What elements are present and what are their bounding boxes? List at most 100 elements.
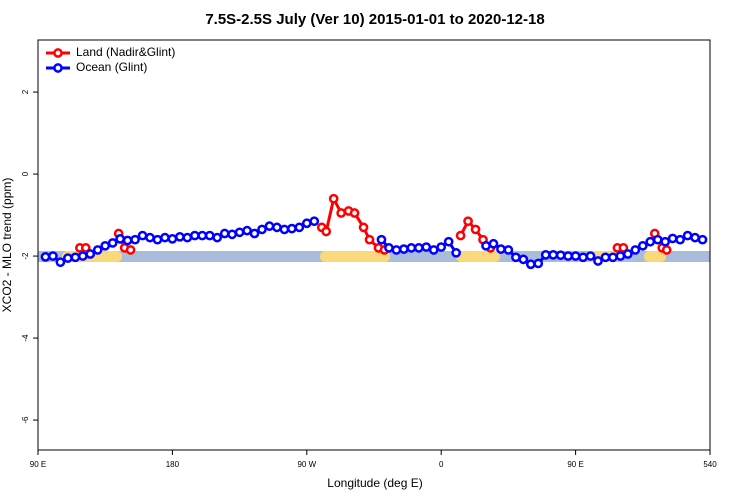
point bbox=[455, 230, 466, 241]
point bbox=[77, 251, 88, 261]
point bbox=[160, 232, 170, 243]
point bbox=[364, 234, 375, 245]
point bbox=[152, 234, 163, 245]
x-axis-label: Longitude (deg E) bbox=[327, 476, 422, 490]
y-tick-label: 2 bbox=[21, 89, 30, 94]
point bbox=[122, 235, 133, 246]
point bbox=[503, 245, 514, 255]
chart-title: 7.5S-2.5S July (Ver 10) 2015-01-01 to 20… bbox=[205, 11, 544, 28]
point bbox=[618, 243, 629, 253]
point bbox=[219, 228, 230, 239]
point bbox=[555, 250, 566, 261]
x-tick-label: 90 E bbox=[30, 460, 46, 469]
point bbox=[518, 254, 529, 265]
point bbox=[80, 243, 91, 253]
point bbox=[406, 243, 417, 253]
point bbox=[249, 228, 260, 239]
point bbox=[675, 234, 685, 245]
point bbox=[294, 222, 305, 233]
point bbox=[40, 252, 51, 262]
point bbox=[443, 236, 454, 247]
point bbox=[451, 247, 461, 258]
point bbox=[212, 232, 223, 243]
point bbox=[63, 253, 73, 263]
point bbox=[321, 226, 332, 237]
point bbox=[428, 245, 439, 255]
point bbox=[264, 221, 275, 231]
point bbox=[242, 225, 252, 236]
point bbox=[496, 244, 506, 254]
point bbox=[630, 245, 641, 255]
point bbox=[578, 252, 588, 263]
y-tick-label: -6 bbox=[21, 416, 30, 424]
point bbox=[615, 251, 626, 261]
point bbox=[125, 245, 136, 255]
legend-label: Ocean (Glint) bbox=[76, 60, 147, 74]
point bbox=[570, 251, 581, 261]
point bbox=[137, 230, 148, 241]
point bbox=[227, 229, 237, 240]
point bbox=[593, 256, 603, 266]
point bbox=[349, 208, 360, 218]
point bbox=[421, 242, 432, 252]
point bbox=[436, 242, 447, 252]
point bbox=[197, 230, 208, 241]
point bbox=[287, 223, 297, 234]
point bbox=[667, 233, 678, 244]
point bbox=[652, 234, 663, 245]
point bbox=[48, 251, 58, 261]
point bbox=[661, 245, 672, 255]
point bbox=[470, 224, 481, 235]
point bbox=[130, 234, 140, 245]
point bbox=[563, 251, 573, 261]
point bbox=[272, 222, 282, 233]
point bbox=[145, 232, 155, 243]
y-axis-label: XCO2 - MLO trend (ppm) bbox=[0, 178, 14, 313]
point bbox=[204, 230, 215, 241]
legend-label: Land (Nadir&Glint) bbox=[76, 45, 175, 59]
point bbox=[637, 240, 648, 251]
legend-marker bbox=[53, 48, 63, 58]
point bbox=[55, 257, 66, 268]
point bbox=[175, 231, 185, 242]
point bbox=[608, 252, 618, 263]
point bbox=[301, 218, 312, 229]
point bbox=[336, 208, 346, 218]
point bbox=[585, 251, 596, 261]
y-tick-label: 0 bbox=[21, 171, 30, 176]
land-band bbox=[644, 251, 666, 262]
point bbox=[540, 249, 551, 260]
point bbox=[399, 244, 409, 254]
point bbox=[92, 245, 103, 255]
point bbox=[107, 238, 118, 248]
point bbox=[70, 252, 81, 263]
point bbox=[182, 232, 193, 243]
point bbox=[391, 245, 402, 255]
point bbox=[100, 240, 111, 251]
point bbox=[682, 230, 693, 241]
point bbox=[511, 252, 521, 263]
plot-frame bbox=[37, 39, 711, 451]
x-tick-label: 90 E bbox=[567, 460, 583, 469]
point bbox=[167, 234, 178, 244]
point bbox=[660, 236, 671, 247]
x-tick-label: 540 bbox=[703, 460, 717, 469]
point bbox=[328, 193, 339, 204]
x-tick-label: 180 bbox=[166, 460, 180, 469]
point bbox=[645, 236, 656, 247]
point bbox=[189, 230, 200, 241]
point bbox=[234, 227, 245, 238]
point bbox=[358, 222, 369, 233]
point bbox=[85, 249, 96, 259]
y-tick-label: -2 bbox=[21, 252, 30, 260]
x-tick-label: 0 bbox=[439, 460, 444, 469]
point bbox=[463, 216, 473, 227]
point bbox=[525, 259, 536, 270]
point bbox=[384, 243, 394, 253]
point bbox=[309, 216, 320, 227]
x-tick-label: 90 W bbox=[297, 460, 316, 469]
point bbox=[481, 240, 491, 251]
point bbox=[623, 249, 633, 259]
point bbox=[257, 224, 267, 235]
